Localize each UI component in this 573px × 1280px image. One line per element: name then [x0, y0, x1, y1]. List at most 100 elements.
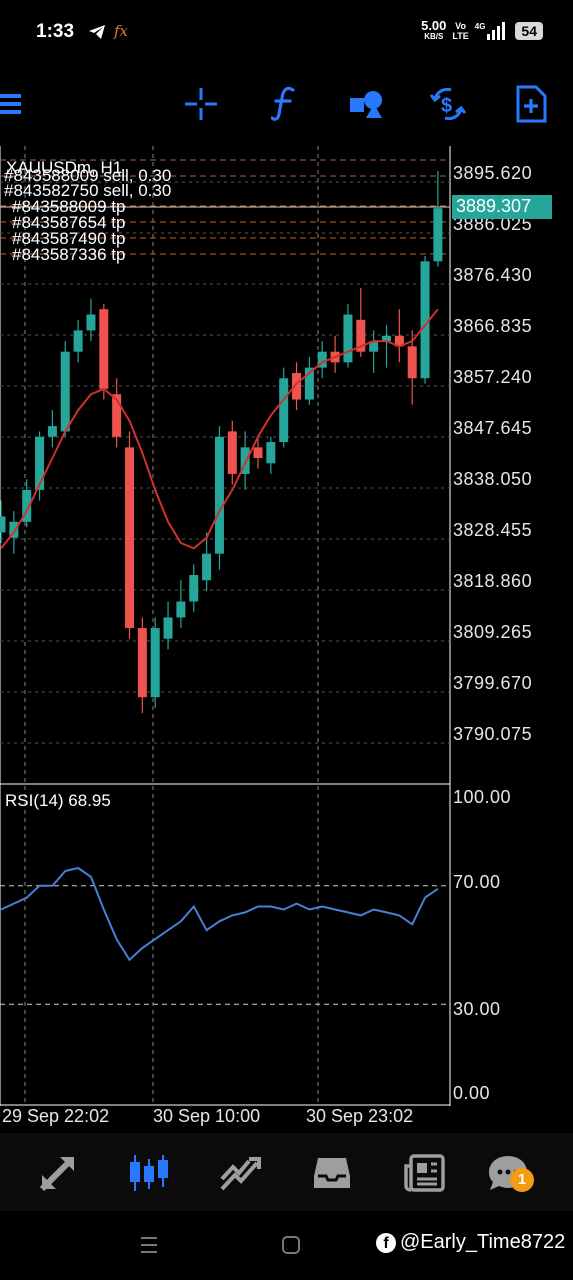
nav-news[interactable] [402, 1151, 446, 1195]
nav-trade[interactable] [36, 1151, 80, 1195]
candle-body [125, 447, 134, 629]
chart-symbol-title: XAUUSDm, H1 [6, 158, 123, 177]
candle-body [227, 431, 237, 474]
svg-text:$: $ [441, 95, 452, 117]
price-axis-label: 3799.670 [453, 673, 533, 693]
rsi-level-label: 30.00 [453, 999, 501, 1019]
price-chart[interactable]: XAUUSDm, H1 #843588009 sell, 0.30 #84358… [0, 146, 573, 1132]
telegram-icon [89, 25, 105, 39]
candle-body [292, 372, 302, 400]
price-axis-label: 3790.075 [453, 724, 533, 744]
price-axis-label: 3866.835 [453, 316, 533, 336]
status-indicators: 5.00 KB/S Vo LTE 4G 54 [421, 18, 543, 42]
rsi-level-label: 100.00 [453, 787, 512, 807]
watermark: f @Early_Time8722 [376, 1231, 565, 1254]
candle-body [420, 261, 430, 379]
home-icon[interactable] [281, 1235, 301, 1255]
candle-body [35, 436, 45, 490]
time-axis-label: 30 Sep 23:02 [306, 1106, 414, 1126]
recent-apps-icon[interactable] [139, 1235, 159, 1255]
candle-body [369, 341, 379, 352]
nav-chart[interactable] [127, 1151, 171, 1195]
watermark-handle: @Early_Time8722 [400, 1231, 566, 1253]
candle-body [47, 426, 57, 437]
objects-button[interactable] [346, 84, 386, 124]
order-label: #843582750 sell, 0.30 [4, 181, 172, 200]
price-axis-label: 3876.430 [453, 265, 533, 285]
candle-body [60, 351, 70, 432]
candle-body [150, 628, 160, 698]
newspaper-icon [404, 1154, 445, 1192]
quick-trade-button[interactable]: $ [428, 84, 468, 124]
price-axis-label: 3809.265 [453, 622, 533, 642]
time-axis-label: 29 Sep 22:02 [2, 1106, 110, 1126]
volte-indicator: Vo LTE [452, 21, 469, 41]
function-icon [271, 86, 295, 121]
candle-body [279, 378, 289, 443]
chart-canvas[interactable] [0, 146, 573, 1132]
indicators-button[interactable] [264, 84, 304, 124]
current-price-tag: 3889.307 [452, 195, 552, 219]
signal-icon: 4G [475, 22, 506, 40]
facebook-icon: f [376, 1232, 396, 1253]
network-speed: 5.00 KB/S [421, 18, 447, 41]
price-axis-label: 3847.645 [453, 418, 533, 438]
rsi-line [0, 866, 439, 962]
candle-body [382, 335, 391, 342]
new-order-button[interactable] [511, 84, 551, 124]
order-label: #843587490 tp [12, 229, 126, 248]
candle-body [163, 617, 173, 639]
rsi-level-label: 70.00 [453, 872, 501, 892]
candle-body [99, 309, 109, 389]
chat-badge: 1 [510, 1168, 534, 1192]
nav-inbox[interactable] [310, 1151, 354, 1195]
candle-body [253, 447, 263, 459]
inbox-icon [314, 1158, 350, 1188]
candle-body [240, 447, 250, 474]
candle-body [214, 436, 224, 554]
candle-body [266, 442, 276, 464]
candle-body [433, 208, 443, 262]
rsi-level-label: 0.00 [453, 1083, 491, 1103]
system-navigation-bar: f @Early_Time8722 [0, 1211, 573, 1280]
moving-average-line [0, 308, 439, 550]
candle-body [73, 330, 83, 352]
candle-body [0, 516, 6, 533]
candle-body [317, 351, 327, 368]
trade-arrows-icon [39, 1156, 75, 1192]
candle-body [112, 394, 122, 437]
crosshair-button[interactable] [181, 84, 221, 124]
status-bar: 1:33 fx 5.00 KB/S Vo LTE 4G 54 [0, 0, 573, 64]
candle-body [9, 521, 19, 538]
trend-lines-icon [220, 1157, 261, 1191]
order-label: #843588009 tp [12, 197, 126, 216]
price-axis-label: 3895.620 [453, 163, 533, 183]
order-label: #843588009 sell, 0.30 [4, 166, 172, 185]
candle-body [86, 314, 96, 331]
candlestick-icon [130, 1155, 168, 1191]
price-axis-label: 3857.240 [453, 367, 533, 387]
crosshair-icon [185, 88, 217, 120]
nav-history[interactable] [218, 1151, 262, 1195]
chart-toolbar: $ [0, 64, 573, 144]
candle-body [304, 367, 314, 400]
price-axis-label: 3828.455 [453, 520, 533, 540]
candle-body [189, 574, 199, 602]
candle-body [137, 628, 147, 698]
order-label: #843587336 tp [12, 245, 126, 264]
dollar-arrows-icon: $ [429, 87, 467, 121]
candle-body [407, 346, 417, 379]
menu-button[interactable] [0, 84, 26, 124]
price-axis-label: 3838.050 [453, 469, 533, 489]
candle-body [343, 314, 353, 363]
candle-body [356, 319, 366, 352]
candle-body [176, 601, 186, 618]
document-plus-icon [516, 85, 547, 123]
price-axis-label: 3886.025 [453, 214, 533, 234]
status-time: 1:33 [36, 21, 75, 42]
candle-body [394, 335, 404, 347]
bottom-navigation: 1 [0, 1133, 573, 1211]
candle-body [202, 553, 212, 581]
shapes-icon [350, 91, 382, 118]
battery-icon: 54 [515, 22, 543, 40]
